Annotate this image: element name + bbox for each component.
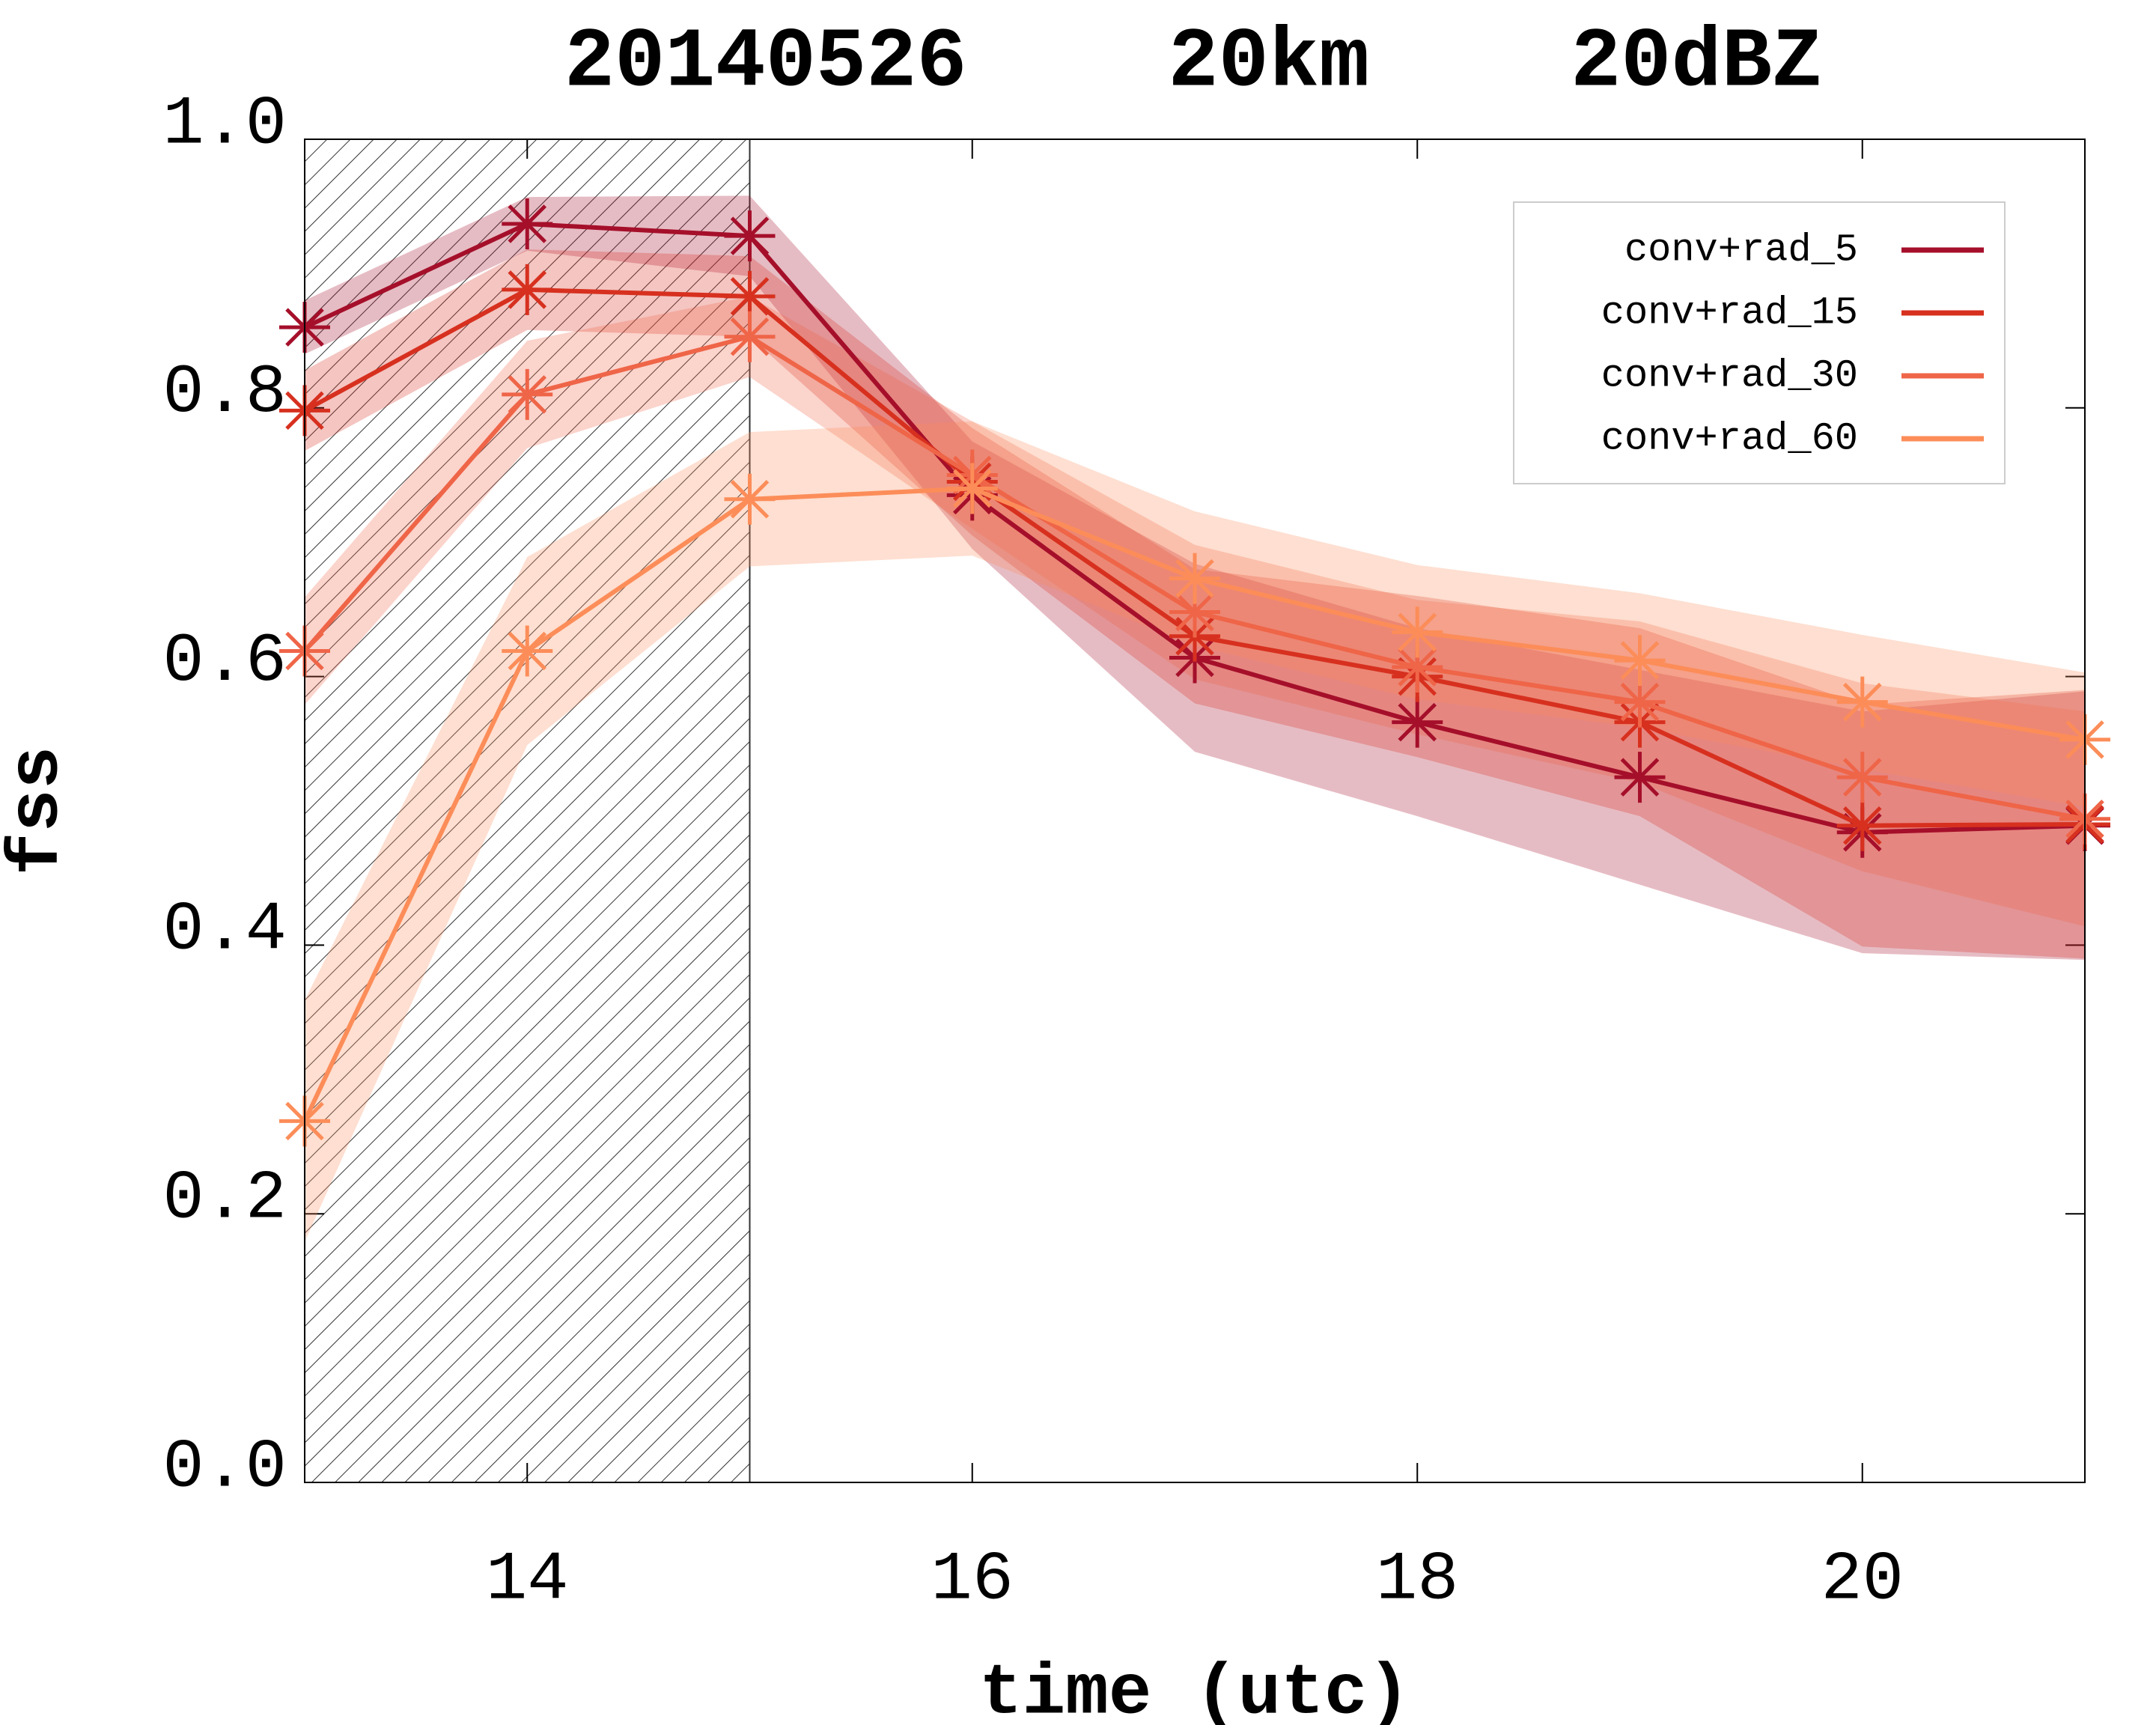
y-tick-label: 0.6 [162, 622, 287, 701]
marker [1392, 642, 1443, 693]
x-axis-label: time (utc) [979, 1652, 1410, 1725]
plot-frame [304, 139, 2086, 1483]
legend-label: conv+rad_60 [1601, 417, 1858, 461]
y-tick-label: 0.4 [162, 891, 287, 970]
x-tick-label: 18 [1376, 1540, 1458, 1619]
legend-label: conv+rad_5 [1624, 228, 1858, 273]
marker [502, 625, 553, 677]
marker [1836, 800, 1888, 851]
marker [1614, 752, 1666, 803]
marker [1169, 553, 1220, 604]
marker [724, 270, 776, 322]
x-tick-label: 14 [486, 1540, 568, 1619]
marker [1836, 752, 1888, 803]
x-tick-label: 16 [931, 1540, 1014, 1619]
x-tick-label: 20 [1821, 1540, 1904, 1619]
legend-label: conv+rad_30 [1601, 354, 1858, 398]
legend-label: conv+rad_15 [1601, 291, 1858, 335]
y-tick-label: 0.0 [162, 1428, 287, 1506]
y-tick-label: 0.2 [162, 1159, 287, 1238]
marker [1614, 676, 1666, 728]
marker [502, 264, 553, 315]
marker [1392, 696, 1443, 748]
marker [502, 368, 553, 420]
y-axis-label: fss [0, 746, 78, 876]
marker [1169, 586, 1220, 638]
marker [724, 210, 776, 262]
uncertainty-band [305, 421, 2085, 1242]
marker [502, 198, 553, 250]
marker [1614, 635, 1666, 687]
marker [1836, 676, 1888, 728]
marker [724, 473, 776, 525]
chart-title: 20140526 20km 20dBZ [564, 16, 1822, 111]
y-tick-label: 0.8 [162, 353, 287, 432]
marker [724, 311, 776, 362]
shaded-region [304, 139, 751, 1483]
y-tick-label: 1.0 [162, 85, 287, 163]
marker [1392, 606, 1443, 658]
marker [946, 463, 998, 514]
